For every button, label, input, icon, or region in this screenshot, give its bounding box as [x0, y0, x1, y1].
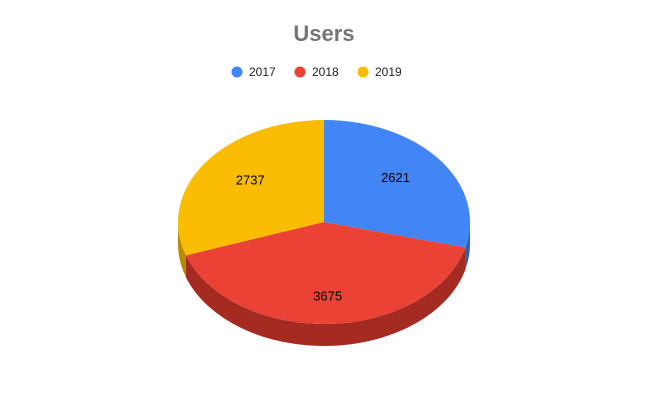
- legend-label-2018: 2018: [312, 65, 339, 79]
- pie-side-2019: [178, 222, 187, 278]
- legend-item-2017[interactable]: 2017: [231, 65, 277, 79]
- pie-side-walls: [178, 222, 470, 347]
- pie-slices: [178, 120, 471, 325]
- legend-label-2019: 2019: [375, 65, 402, 79]
- pie-data-labels: 2621 3675 2737: [236, 170, 410, 303]
- pie-side-2018: [186, 247, 466, 347]
- data-label-2018: 3675: [313, 288, 342, 303]
- legend-item-2018[interactable]: 2018: [294, 65, 340, 79]
- pie-side-2017: [465, 222, 470, 270]
- legend: 2017 2018 2019: [231, 65, 403, 79]
- legend-marker-2017: [231, 66, 243, 78]
- legend-item-2019[interactable]: 2019: [357, 65, 403, 79]
- legend-label-2017: 2017: [249, 65, 276, 79]
- data-label-2017: 2621: [381, 170, 410, 185]
- data-label-2019: 2737: [236, 172, 265, 187]
- legend-marker-2018: [294, 66, 306, 78]
- pie-slice-2017[interactable]: [324, 120, 471, 248]
- pie-slice-2018[interactable]: [186, 222, 466, 325]
- pie-slice-2019[interactable]: [178, 120, 324, 256]
- legend-marker-2019: [357, 66, 369, 78]
- chart-title: Users: [293, 21, 354, 46]
